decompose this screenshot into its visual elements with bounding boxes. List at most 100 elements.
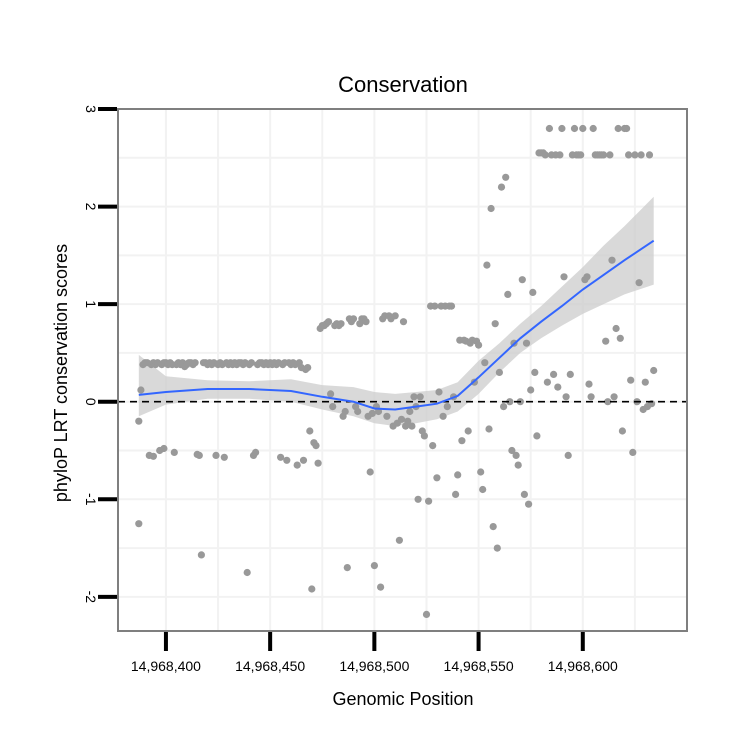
data-point: [522, 339, 531, 347]
data-point: [443, 403, 451, 411]
data-point: [160, 444, 168, 453]
data-point: [366, 468, 374, 476]
data-point: [383, 412, 391, 420]
data-point: [377, 583, 385, 591]
data-point: [506, 398, 514, 406]
data-point: [585, 380, 593, 388]
data-point: [629, 448, 637, 456]
data-point: [349, 315, 358, 323]
data-point: [610, 393, 618, 401]
data-point: [454, 471, 462, 479]
data-point: [341, 407, 349, 416]
data-point: [395, 536, 403, 544]
data-point: [616, 334, 624, 342]
data-point: [475, 341, 483, 349]
data-point: [329, 403, 337, 411]
x-tick-label: 14,968,500: [339, 658, 409, 674]
data-points: [135, 124, 658, 619]
y-tick-label: -2: [83, 591, 99, 604]
data-point: [562, 393, 570, 401]
data-point: [431, 302, 439, 310]
data-point: [483, 261, 491, 269]
data-point: [425, 497, 433, 505]
data-point: [464, 427, 472, 435]
data-point: [252, 448, 260, 456]
x-axis-label: Genomic Position: [332, 689, 473, 709]
smooth-curve: [138, 239, 655, 411]
data-point: [293, 461, 301, 469]
data-point: [608, 256, 616, 264]
data-point: [477, 468, 485, 476]
data-point: [343, 564, 351, 572]
data-point: [414, 495, 422, 503]
data-point: [641, 378, 649, 386]
data-point: [191, 359, 199, 367]
data-point: [637, 151, 645, 159]
data-point: [543, 378, 552, 386]
data-point: [550, 370, 558, 378]
data-point: [422, 610, 431, 619]
data-point: [408, 422, 416, 430]
y-tick-label: 0: [83, 398, 99, 406]
data-point: [612, 324, 620, 333]
data-point: [277, 453, 285, 461]
panel-border: [117, 108, 688, 632]
data-point: [604, 398, 612, 406]
data-point: [312, 442, 320, 450]
data-point: [589, 124, 597, 133]
data-point: [625, 151, 633, 159]
data-point: [306, 427, 314, 435]
data-point: [560, 273, 568, 281]
data-point: [447, 302, 456, 310]
data-point: [399, 318, 408, 326]
data-point: [529, 288, 537, 296]
data-point: [416, 393, 424, 401]
x-tick-label: 14,968,450: [235, 658, 305, 674]
data-point: [527, 386, 535, 394]
data-point: [247, 359, 255, 367]
data-point: [354, 407, 362, 416]
data-point: [404, 417, 412, 425]
data-point: [420, 432, 428, 440]
data-point: [618, 427, 627, 435]
data-point: [410, 393, 418, 401]
data-point: [487, 204, 495, 213]
data-point: [650, 366, 658, 375]
data-point: [243, 568, 251, 577]
data-point: [556, 151, 564, 159]
data-point: [554, 383, 562, 391]
data-point: [583, 273, 591, 281]
data-point: [391, 312, 399, 320]
data-point: [508, 446, 516, 455]
data-point: [606, 151, 614, 159]
data-point: [493, 544, 501, 552]
confidence-ribbon: [138, 196, 654, 427]
data-point: [212, 451, 220, 459]
chart-title: Conservation: [338, 72, 468, 97]
x-tick-label: 14,968,550: [444, 658, 514, 674]
data-point: [533, 432, 541, 440]
data-point: [623, 124, 631, 133]
data-point: [137, 386, 145, 394]
data-point: [337, 320, 345, 328]
grid-lines: [118, 109, 687, 631]
data-point: [433, 474, 441, 482]
data-point: [149, 452, 157, 460]
data-point: [495, 368, 503, 376]
y-axis: -2 -1 0 1 2 3: [83, 105, 117, 603]
data-point: [525, 500, 533, 508]
data-point: [485, 425, 493, 433]
data-point: [429, 442, 437, 450]
data-point: [452, 490, 460, 498]
data-point: [304, 364, 312, 372]
data-point: [327, 390, 335, 398]
data-point: [514, 461, 522, 469]
data-point: [545, 124, 554, 133]
data-point: [497, 183, 506, 191]
data-point: [439, 412, 447, 420]
data-point: [558, 124, 566, 133]
data-point: [512, 451, 520, 459]
data-point: [299, 456, 308, 464]
data-point: [458, 437, 466, 445]
